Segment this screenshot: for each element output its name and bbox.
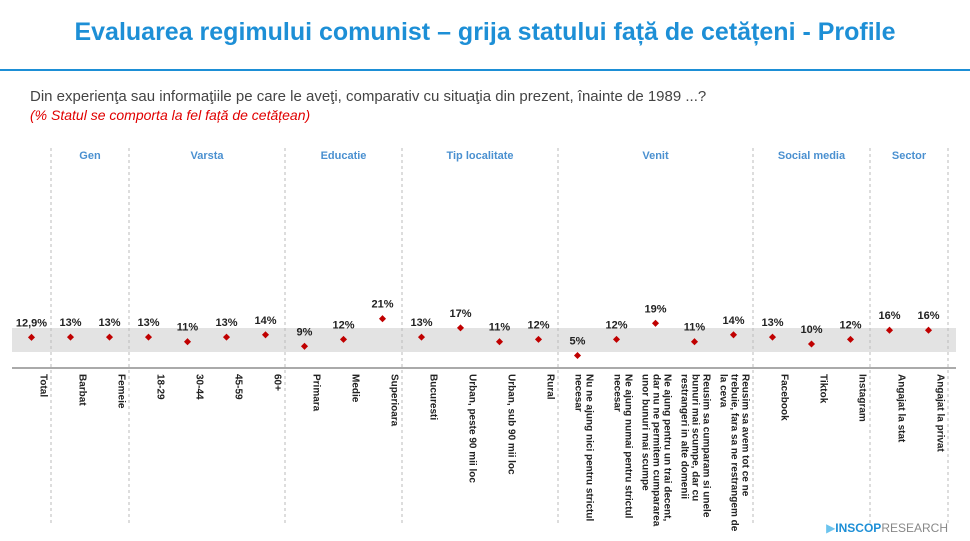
dot	[378, 315, 387, 323]
logo-light: RESEARCH	[881, 521, 948, 535]
title: Evaluarea regimului comunist – grija sta…	[74, 18, 896, 46]
group-label: Tip localitate	[446, 150, 514, 162]
category-label: Instagram	[856, 374, 868, 422]
question: Din experienţa sau informaţiile pe care …	[30, 88, 707, 105]
category-label: Urban, peste 90 mii loc	[466, 374, 478, 483]
value-label: 5%	[570, 336, 586, 348]
group-label: Varsta	[190, 150, 224, 162]
dot	[300, 342, 309, 350]
category-label: 45-59	[232, 374, 244, 400]
dot	[222, 333, 231, 341]
category-label: Total	[37, 374, 49, 398]
group-label: Gen	[79, 150, 101, 162]
value-label: 11%	[684, 322, 706, 334]
value-label: 12%	[605, 319, 627, 331]
dot	[417, 333, 426, 341]
value-label: 13%	[761, 317, 783, 329]
category-label: Nu ne ajung nici pentru strictul necesar	[572, 374, 595, 522]
value-label: 10%	[800, 324, 822, 336]
category-label: Angajat la privat	[934, 374, 946, 452]
category-label: Tiktok	[817, 374, 829, 404]
value-label: 12%	[332, 319, 354, 331]
value-label: 17%	[449, 308, 471, 320]
value-label: 16%	[917, 310, 939, 322]
logo: ▶INSCOPRESEARCH	[826, 521, 948, 535]
dot	[768, 333, 777, 341]
dot	[144, 333, 153, 341]
category-label: 60+	[271, 374, 283, 391]
group-label: Educatie	[320, 150, 367, 162]
reference-band	[12, 328, 956, 352]
group-label: Social media	[777, 150, 846, 162]
category-label: Reusim sa avem tot ce ne trebuie, fara s…	[717, 374, 751, 532]
category-label: Rural	[544, 374, 556, 400]
dot	[729, 331, 738, 339]
category-label: Urban, sub 90 mii loc	[505, 374, 517, 475]
category-label: 30-44	[193, 374, 205, 400]
value-label: 13%	[59, 317, 81, 329]
category-label: Facebook	[778, 374, 790, 421]
value-label: 13%	[137, 317, 159, 329]
category-label: Femeie	[115, 374, 127, 409]
dot	[651, 319, 660, 327]
dot	[885, 326, 894, 334]
dot	[534, 335, 543, 343]
value-label: 12,9%	[16, 317, 47, 329]
value-label: 11%	[177, 322, 199, 334]
dot	[183, 338, 192, 346]
group-label: Sector	[891, 150, 927, 162]
value-label: 13%	[98, 317, 120, 329]
dot	[846, 335, 855, 343]
category-label: Angajat la stat	[895, 374, 907, 443]
category-label: 18-29	[154, 374, 166, 400]
value-label: 14%	[722, 315, 744, 327]
dot	[339, 335, 348, 343]
category-label: Bucuresti	[427, 374, 439, 421]
category-label: Superioara	[388, 374, 400, 427]
category-label: Medie	[349, 374, 361, 403]
value-label: 16%	[878, 310, 900, 322]
value-label: 13%	[215, 317, 237, 329]
group-label: Venit	[642, 150, 669, 162]
value-label: 19%	[644, 303, 666, 315]
dot	[261, 331, 270, 339]
title-rule	[0, 69, 970, 71]
value-label: 21%	[371, 299, 393, 311]
value-label: 14%	[254, 315, 276, 327]
dot	[924, 326, 933, 334]
note: (% Statul se comporta la fel față de cet…	[30, 107, 311, 123]
dot	[807, 340, 816, 348]
dot	[612, 335, 621, 343]
dot	[66, 333, 75, 341]
dot	[456, 324, 465, 332]
category-label: Reusim sa cumparam si unele bunuri mai s…	[678, 374, 712, 518]
dot	[690, 338, 699, 346]
value-label: 12%	[839, 319, 861, 331]
dot	[573, 351, 582, 360]
category-label: Barbat	[76, 374, 88, 406]
value-label: 12%	[527, 319, 549, 331]
value-label: 9%	[297, 326, 313, 338]
logo-bold: INSCOP	[835, 521, 882, 535]
value-label: 11%	[489, 322, 511, 334]
dot	[27, 333, 36, 341]
category-label: Ne ajung numai pentru strictul necesar	[611, 374, 634, 519]
category-label: Primara	[310, 374, 322, 412]
dot	[105, 333, 114, 341]
value-label: 13%	[410, 317, 432, 329]
dot	[495, 338, 504, 346]
category-label: Ne ajung pentru un trai decent, dar nu n…	[639, 374, 673, 527]
